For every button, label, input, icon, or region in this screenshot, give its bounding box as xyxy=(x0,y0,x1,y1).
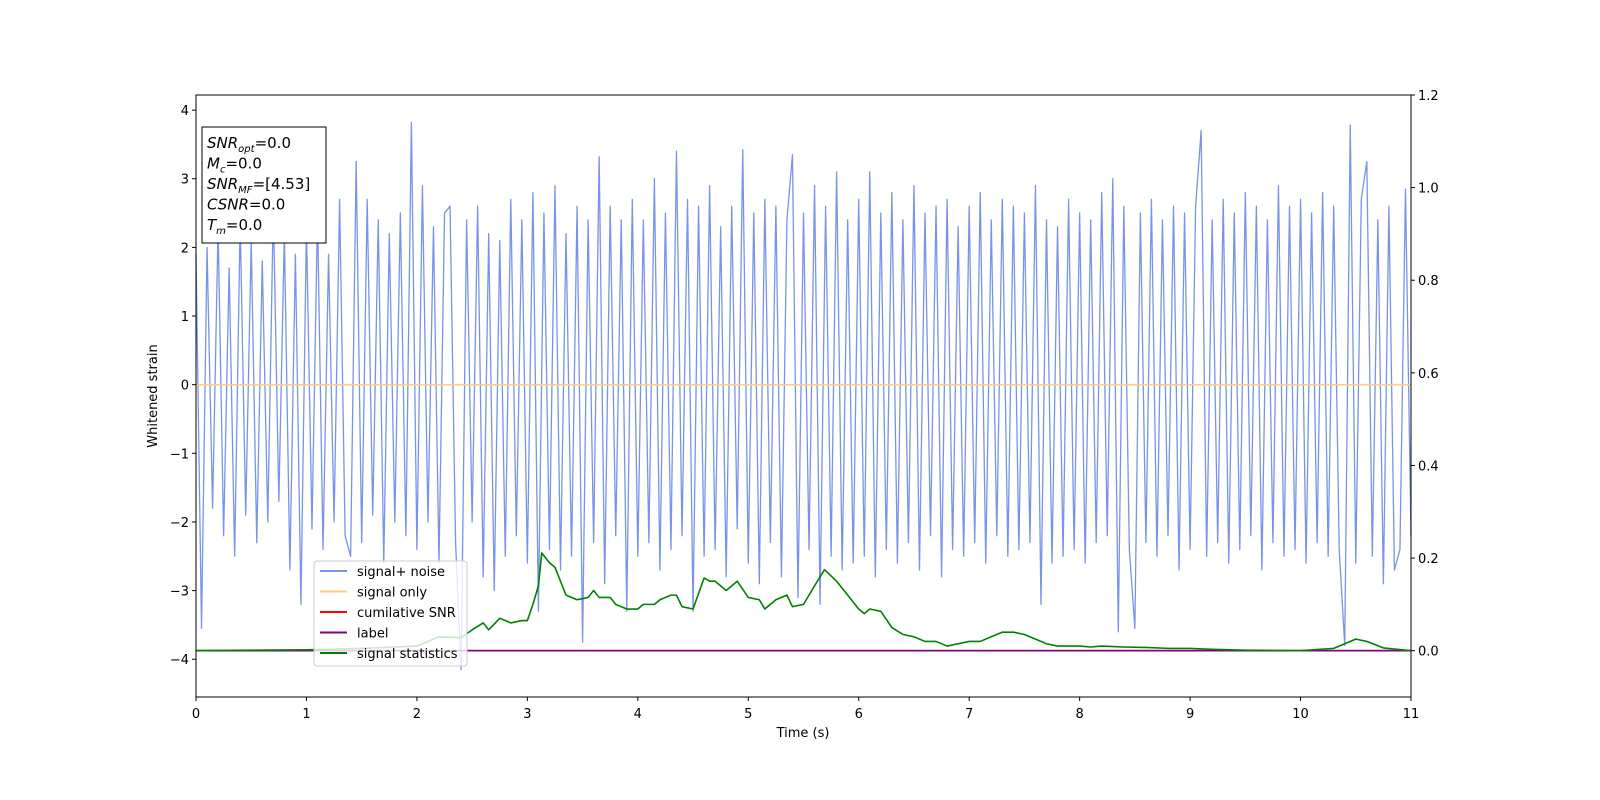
annotation-line: SNRopt=0.0 xyxy=(207,134,291,155)
legend-label: label xyxy=(357,627,388,642)
annotation-symbol: M xyxy=(207,155,220,173)
x-tick-label: 2 xyxy=(413,707,421,722)
x-tick-label: 9 xyxy=(1186,707,1194,722)
legend-label: signal statistics xyxy=(357,647,458,662)
annotation-line: Tm=0.0 xyxy=(207,216,262,237)
annotation-symbol: SNR xyxy=(207,134,238,152)
legend: signal+ noise signal only cumilative SNR la… xyxy=(313,560,468,667)
y2-tick-label: 1.0 xyxy=(1418,182,1439,197)
x-axis-label: Time (s) xyxy=(776,726,830,741)
annotation-text: SNRopt=0.0Mc=0.0SNRMF=[4.53]CSNR=0.0Tm=0… xyxy=(207,134,310,237)
annotation-subscript: m xyxy=(216,226,226,237)
x-tick-label: 7 xyxy=(965,707,973,722)
annotation-subscript: MF xyxy=(238,185,253,196)
y-tick-label: 0 xyxy=(181,379,189,394)
annotation-value: =0.0 xyxy=(255,134,291,152)
legend-label: signal+ noise xyxy=(357,565,445,580)
annotation-line: CSNR=0.0 xyxy=(207,196,285,214)
y2-tick-label: 0.0 xyxy=(1418,645,1439,660)
axes-frame xyxy=(195,94,1412,698)
x-tick-label: 5 xyxy=(744,707,752,722)
x-tick-label: 11 xyxy=(1403,707,1420,722)
x-tick-label: 6 xyxy=(855,707,863,722)
annotation-box: SNRopt=0.0Mc=0.0SNRMF=[4.53]CSNR=0.0Tm=0… xyxy=(201,126,327,244)
y-tick-label: −2 xyxy=(170,516,189,531)
annotation-frame xyxy=(201,126,327,244)
y2-tick-label: 1.2 xyxy=(1418,89,1439,104)
y-tick-label: 1 xyxy=(181,310,189,325)
annotation-line: SNRMF=[4.53] xyxy=(207,175,310,196)
series-line xyxy=(195,552,1412,652)
legend-label: cumilative SNR xyxy=(357,606,456,621)
annotation-symbol: T xyxy=(207,216,218,234)
annotation-subscript: opt xyxy=(238,144,255,155)
y2-tick-label: 0.6 xyxy=(1418,367,1439,382)
y-tick-label: −1 xyxy=(170,447,189,462)
annotation-symbol: SNR xyxy=(207,175,238,193)
y-tick-label: −3 xyxy=(170,585,189,600)
y-tick-label: 4 xyxy=(181,104,189,119)
y-tick-label: −4 xyxy=(170,653,189,668)
y-tick-label: 2 xyxy=(181,241,189,256)
annotation-value: =[4.53] xyxy=(253,175,311,193)
x-tick-label: 8 xyxy=(1075,707,1083,722)
ticks: 0 1 2 3 4 5 6 7 8 9 10 11 −4 −3 −2 −1 0 1 2 3 4 0.0 0.2 0.4 0.6 0… xyxy=(170,89,1439,722)
legend-frame xyxy=(313,560,468,667)
annotation-value: =0.0 xyxy=(225,155,261,173)
annotation-value: =0.0 xyxy=(226,216,262,234)
annotation-value: =0.0 xyxy=(249,196,285,214)
series-line xyxy=(195,121,1412,671)
x-tick-label: 1 xyxy=(302,707,310,722)
x-tick-label: 3 xyxy=(523,707,531,722)
annotation-symbol: CSNR xyxy=(207,196,249,214)
y-tick-label: 3 xyxy=(181,173,189,188)
y2-tick-label: 0.2 xyxy=(1418,552,1439,567)
y2-tick-label: 0.8 xyxy=(1418,274,1439,289)
x-tick-label: 4 xyxy=(634,707,642,722)
annotation-subscript: c xyxy=(220,165,226,176)
annotation-line: Mc=0.0 xyxy=(207,155,262,176)
x-tick-label: 10 xyxy=(1292,707,1309,722)
x-tick-label: 0 xyxy=(192,707,200,722)
legend-label: signal only xyxy=(357,586,427,601)
y2-tick-label: 0.4 xyxy=(1418,459,1439,474)
y-axis-label: Whitened strain xyxy=(146,344,161,447)
